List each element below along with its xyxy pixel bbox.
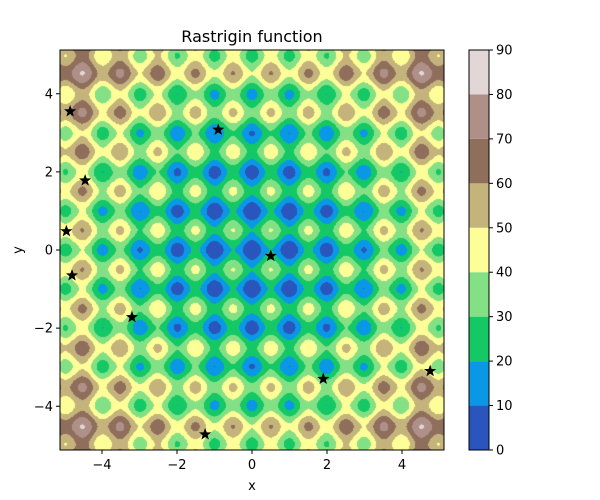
colorbar-bands (469, 50, 489, 450)
y-tick-label: 0 (45, 244, 53, 259)
colorbar-band-0 (469, 405, 489, 450)
colorbar-tick-label: 70 (496, 132, 513, 147)
star-point-3 (60, 224, 73, 237)
star-point-4 (264, 249, 277, 262)
colorbar-band-2 (469, 316, 489, 362)
colorbar-tick-label: 20 (496, 355, 513, 370)
x-axis: −4 −2 0 2 4 (92, 450, 406, 473)
colorbar-tick-label: 50 (496, 221, 513, 236)
x-tick-label: 4 (398, 458, 406, 473)
colorbar-tick-label: 0 (496, 444, 504, 459)
star-point-9 (199, 428, 212, 440)
colorbar-tick-label: 90 (496, 44, 513, 59)
y-tick-label: 2 (45, 165, 53, 180)
colorbar-tick-label: 80 (496, 88, 513, 103)
colorbar-tick-label: 10 (496, 399, 513, 414)
colorbar-tick-label: 60 (496, 177, 513, 192)
star-point-7 (317, 372, 330, 385)
x-axis-label: x (248, 479, 256, 494)
chart-title: Rastrigin function (181, 27, 322, 46)
contour-fill (60, 50, 444, 450)
colorbar-tick-label: 30 (496, 310, 513, 325)
colorbar-frame (468, 49, 490, 451)
x-tick-label: −4 (92, 458, 111, 473)
star-point-6 (125, 310, 139, 323)
plot-area (59, 49, 445, 451)
y-axis: −4 −2 0 2 4 (34, 87, 60, 415)
star-point-1 (212, 123, 225, 135)
colorbar-band-1 (469, 361, 489, 406)
star-point-8 (424, 364, 437, 377)
y-tick-label: −4 (34, 400, 53, 415)
x-tick-label: −2 (167, 458, 186, 473)
colorbar-band-3 (469, 272, 489, 317)
star-point-5 (65, 269, 79, 281)
star-point-2 (79, 174, 92, 186)
y-axis-label: y (11, 246, 26, 254)
colorbar-band-5 (469, 183, 489, 228)
colorbar: 0 10 20 30 40 50 60 70 80 90 (468, 44, 513, 459)
colorbar-band-8 (469, 50, 489, 95)
x-tick-label: 2 (323, 458, 331, 473)
colorbar-band-4 (469, 227, 489, 273)
colorbar-band-7 (469, 94, 489, 139)
colorbar-tick-label: 40 (496, 266, 513, 281)
colorbar-ticks: 0 10 20 30 40 50 60 70 80 90 (489, 44, 513, 459)
star-point-0 (64, 104, 77, 117)
y-tick-label: −2 (34, 322, 53, 337)
y-tick-label: 4 (45, 87, 53, 102)
sample-points (60, 104, 437, 440)
x-tick-label: 0 (248, 458, 256, 473)
colorbar-band-6 (469, 138, 489, 184)
